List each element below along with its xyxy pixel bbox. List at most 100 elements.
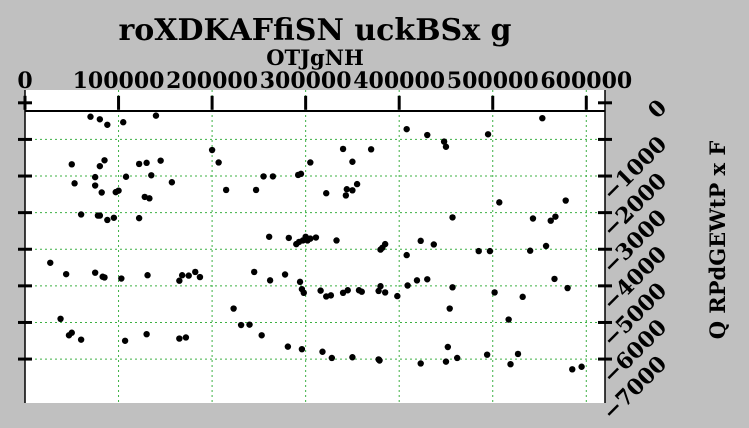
scatter-point — [317, 287, 324, 294]
scatter-point — [440, 138, 448, 145]
scatter-point — [260, 173, 267, 180]
scatter-point — [104, 216, 111, 224]
scatter-point — [176, 277, 183, 284]
scatter-point — [377, 283, 384, 290]
scatter-point — [442, 143, 450, 150]
scatter-point — [192, 268, 199, 276]
scatter-point — [77, 336, 85, 343]
scatter-point — [526, 247, 534, 254]
scatter-point — [430, 241, 438, 248]
scatter-point — [449, 284, 456, 291]
scatter-point — [491, 289, 498, 296]
scatter-point — [98, 189, 105, 196]
scatter-point — [424, 131, 431, 139]
scatter-point — [344, 287, 351, 294]
x-tick-label: 600000 — [540, 68, 632, 94]
scatter-point — [284, 343, 292, 350]
scatter-point — [281, 271, 289, 278]
scatter-point — [68, 329, 75, 336]
scatter-point — [185, 272, 192, 279]
scatter-point — [96, 212, 104, 219]
scatter-point — [266, 277, 274, 284]
scatter-point — [475, 247, 482, 255]
scatter-point — [196, 273, 204, 281]
tick-labels: 0 100000 200000 300000 400000 500000 6000000−1… — [17, 68, 672, 426]
scatter-point — [146, 195, 153, 202]
scatter-point — [121, 337, 129, 344]
scatter-point — [296, 278, 304, 286]
scatter-point — [349, 158, 356, 165]
grid-lines — [25, 90, 605, 403]
scatter-point — [71, 180, 78, 187]
scatter-point — [252, 186, 260, 194]
scatter-point — [96, 116, 104, 123]
y-axis-label: Q RPdGEWtP x F — [705, 141, 730, 340]
axes — [24, 90, 606, 403]
scatter-point — [403, 251, 410, 259]
scatter-point — [62, 270, 70, 278]
x-tick-label: 400000 — [353, 68, 445, 94]
scatter-point — [91, 269, 99, 276]
scatter-point — [157, 157, 164, 164]
scatter-point — [552, 213, 559, 220]
scatter-point — [57, 315, 64, 323]
scatter-point — [118, 275, 125, 282]
x-tick-label: 100000 — [73, 68, 165, 94]
scatter-point — [564, 284, 571, 292]
scatter-point — [122, 173, 130, 180]
scatter-point — [394, 292, 401, 300]
scatter-point — [446, 305, 453, 312]
scatter-point — [349, 354, 356, 361]
scatter-point — [424, 276, 431, 283]
scatter-point — [319, 348, 326, 355]
scatter-point — [143, 330, 150, 338]
x-tick-label: 0 — [17, 68, 32, 94]
scatter-point — [381, 289, 389, 296]
chart-title: roXDKAFfiSN uckBSx g — [118, 13, 511, 48]
scatter-point — [542, 242, 550, 250]
scatter-point — [484, 131, 492, 138]
y-tick-label: 0 — [643, 95, 672, 124]
scatter-point — [307, 159, 314, 166]
scatter-point — [519, 293, 526, 301]
scatter-point — [265, 233, 273, 240]
scatter-point — [104, 121, 111, 128]
scatter-point — [327, 292, 335, 299]
scatter-point — [328, 354, 336, 362]
scatter-point — [417, 237, 424, 245]
scatter-point — [176, 335, 183, 342]
scatter-point — [403, 125, 410, 133]
scatter-point — [358, 288, 365, 295]
scatter-point — [551, 275, 558, 283]
scatter-point — [152, 112, 160, 119]
scatter-point — [381, 240, 389, 248]
scatter-point — [168, 179, 176, 186]
scatter-point — [323, 190, 330, 197]
scatter-point — [144, 272, 151, 279]
scatter-point — [269, 173, 277, 180]
scatter-point — [367, 146, 375, 153]
scatter-point — [333, 237, 340, 244]
x-tick-label: 300000 — [260, 68, 352, 94]
scatter-point — [297, 170, 305, 178]
scatter-point — [453, 354, 461, 362]
scatter-point — [148, 172, 155, 179]
scatter-point — [483, 351, 491, 358]
scatter-point — [339, 145, 347, 153]
scatter-point — [578, 363, 585, 370]
scatter-point — [215, 159, 222, 166]
scatter-point — [547, 217, 554, 224]
scatter-point — [486, 247, 494, 255]
data-points — [47, 112, 585, 373]
x-tick-label: 500000 — [447, 68, 539, 94]
scatter-point — [539, 114, 546, 122]
scatter-point — [143, 159, 150, 167]
scatter-point — [87, 113, 94, 120]
x-tick-label: 200000 — [166, 68, 258, 94]
scatter-point — [569, 366, 576, 373]
scatter-point — [342, 192, 350, 199]
scatter-point — [68, 161, 75, 168]
scatter-point — [208, 146, 216, 154]
scatter-point — [115, 187, 122, 194]
